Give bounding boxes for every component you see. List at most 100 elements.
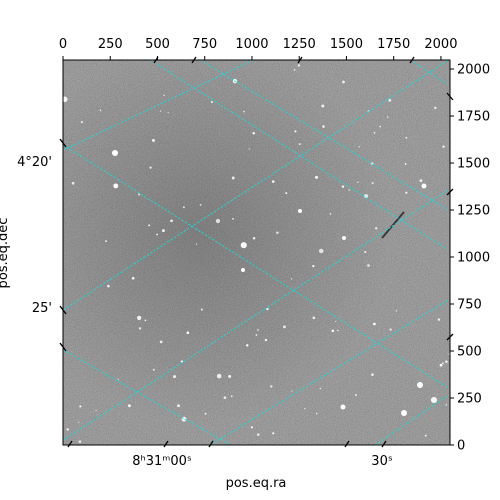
star — [298, 143, 301, 145]
star — [291, 390, 293, 392]
pixel-x-axis-top: 0 250 500 750 1000 1250 1500 1750 2000 — [59, 37, 457, 60]
star — [216, 373, 222, 379]
star — [337, 329, 339, 332]
star — [152, 139, 155, 142]
star — [99, 109, 102, 112]
star — [335, 320, 337, 323]
star — [127, 404, 131, 408]
pixel-y-axis-right: 0 250 500 750 1000 1250 1500 1750 2000 — [450, 63, 490, 454]
star — [379, 125, 382, 128]
star — [419, 179, 423, 183]
y-tick-label: 1250 — [457, 204, 490, 219]
ra-tick-mark — [381, 440, 387, 448]
y-axis-title: pos.eq.dec — [0, 218, 11, 289]
bright-star — [421, 183, 427, 189]
satellite-trail — [381, 211, 405, 239]
ra-tick-mark — [297, 56, 303, 64]
star — [199, 204, 202, 206]
star — [78, 440, 82, 443]
ra-tick-mark — [208, 440, 214, 448]
star — [210, 100, 213, 104]
y-tick-label: 500 — [457, 345, 482, 360]
ra-tick-mark — [446, 333, 454, 341]
x-tick-label: 1750 — [377, 37, 410, 52]
grid-line — [199, 60, 449, 211]
star — [159, 340, 163, 344]
star — [144, 319, 147, 322]
star — [290, 278, 293, 280]
grid-line — [63, 60, 254, 151]
star — [342, 80, 345, 84]
dec-label-20: 4°20' — [17, 155, 52, 170]
star — [322, 125, 325, 128]
bright-star — [241, 268, 245, 272]
star — [163, 94, 165, 97]
star — [78, 421, 80, 423]
x-tick-label: 750 — [192, 37, 217, 52]
x-tick-label: 0 — [59, 37, 67, 52]
y-tick-label: 2000 — [457, 63, 490, 78]
star — [270, 385, 273, 388]
star — [159, 110, 162, 112]
star — [215, 218, 221, 224]
star — [107, 284, 110, 288]
ra-tick-mark — [446, 188, 454, 196]
bright-star — [417, 382, 423, 388]
star — [131, 276, 135, 280]
star — [250, 426, 253, 429]
star — [276, 231, 279, 234]
star — [439, 363, 443, 367]
ra-tick-mark — [163, 440, 169, 448]
star — [434, 106, 437, 110]
star — [180, 360, 184, 363]
bright-star — [342, 236, 346, 240]
ra-tick-mark — [153, 56, 159, 64]
star — [148, 224, 151, 227]
star — [437, 318, 441, 321]
star — [312, 265, 315, 268]
bright-star — [431, 397, 437, 403]
grid-line — [374, 394, 449, 445]
star — [152, 368, 155, 371]
x-tick-label: 2000 — [424, 37, 457, 52]
ra-tick-mark — [409, 56, 415, 64]
ra-tick-mark — [67, 440, 73, 448]
star — [395, 310, 398, 312]
dec-label-25: 25' — [32, 301, 52, 316]
star — [186, 331, 190, 335]
star — [316, 412, 318, 415]
ra-tick-mark — [344, 440, 350, 448]
star — [321, 104, 325, 108]
star — [441, 362, 444, 365]
star — [373, 131, 376, 134]
dec-tick-mark — [59, 342, 67, 352]
star — [348, 189, 350, 191]
star — [405, 191, 408, 194]
star — [371, 182, 374, 185]
dec-tick-mark — [446, 92, 454, 101]
star — [255, 334, 258, 336]
bright-star — [340, 404, 346, 410]
star — [293, 69, 296, 71]
x-tick-label: 1500 — [330, 37, 363, 52]
star — [231, 176, 235, 180]
star — [248, 148, 250, 150]
star — [63, 96, 68, 103]
y-tick-label: 0 — [457, 439, 465, 454]
y-tick-label: 1500 — [457, 157, 490, 172]
star — [240, 242, 247, 249]
star — [445, 360, 448, 363]
star — [375, 227, 378, 230]
star — [312, 316, 316, 320]
grid-line — [63, 60, 449, 311]
grid-line — [63, 189, 449, 441]
star — [204, 412, 207, 415]
x-axis-title: pos.eq.ra — [226, 476, 287, 491]
x-tick-label: 250 — [98, 37, 123, 52]
star — [264, 338, 268, 342]
dec-tick-mark — [59, 138, 67, 148]
star — [167, 111, 169, 114]
star — [182, 206, 185, 209]
star — [177, 404, 180, 408]
